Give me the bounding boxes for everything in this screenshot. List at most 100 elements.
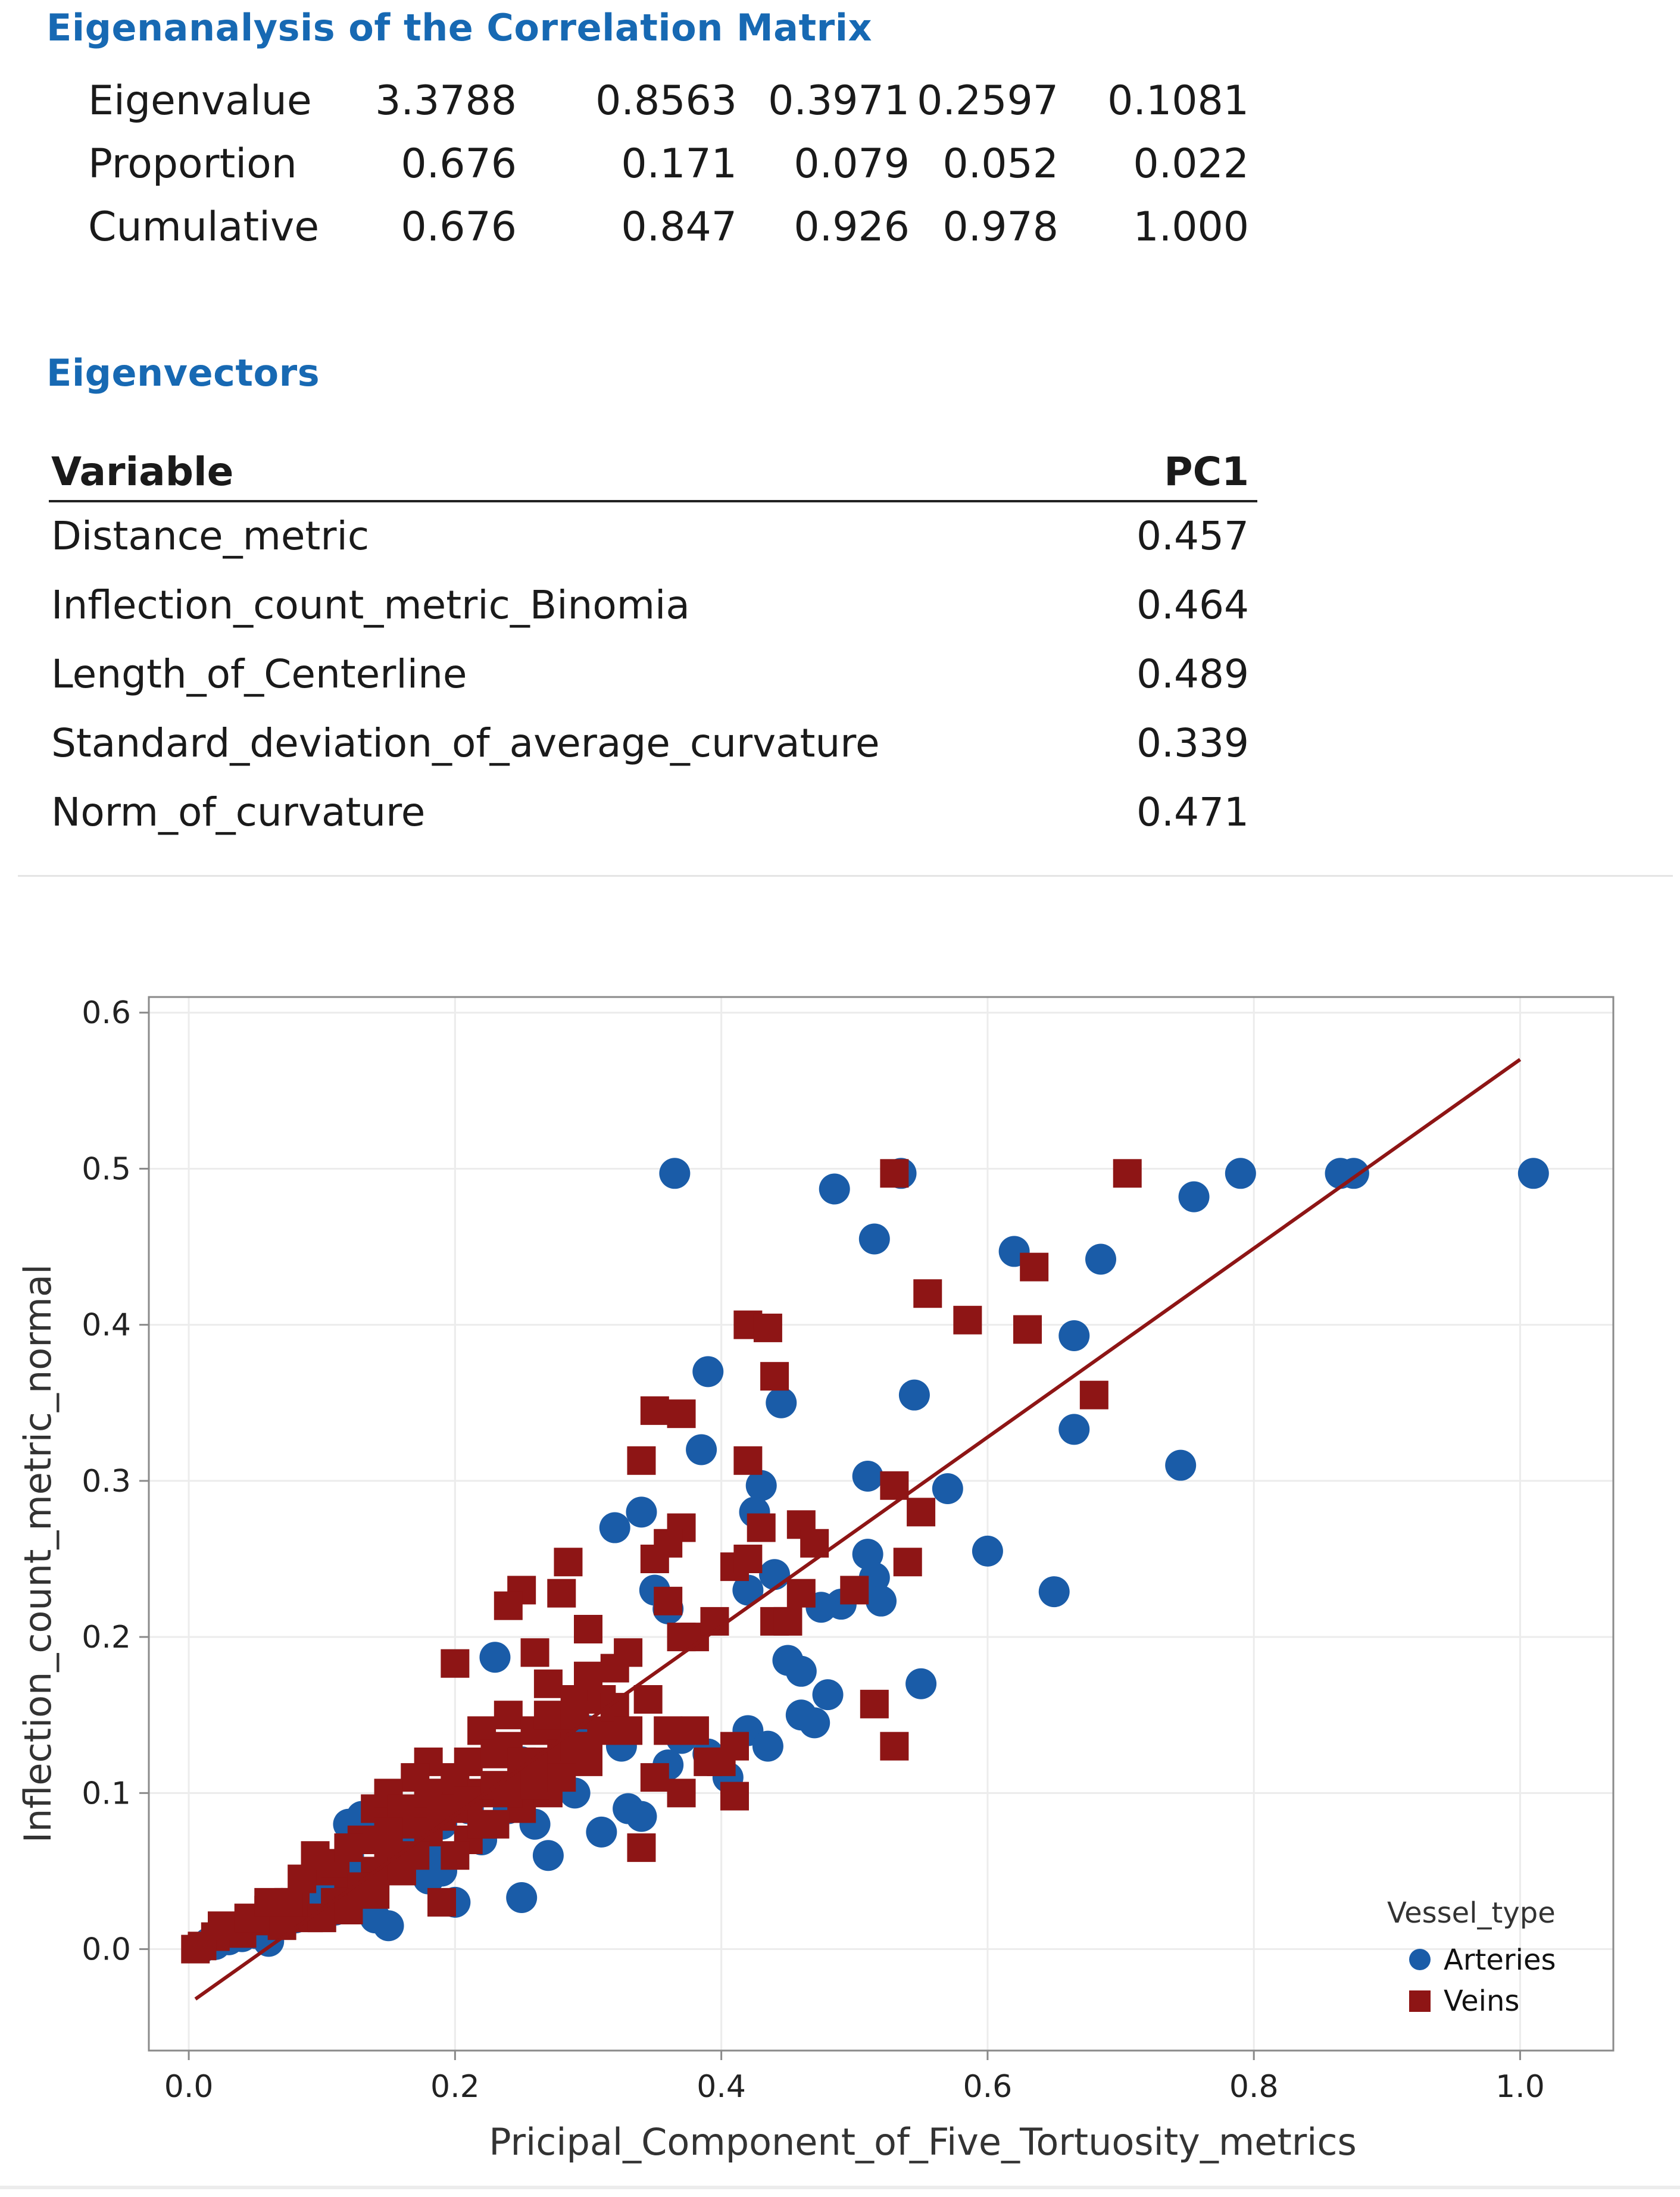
y-tick-label: 0.4	[82, 1308, 131, 1343]
eigen-cell: 0.926	[794, 204, 910, 251]
arteries-point	[413, 1863, 444, 1895]
veins-point	[520, 1771, 549, 1800]
eigen-cell: 0.1081	[1107, 77, 1249, 124]
y-tick-labels: 0.0 0.1 0.2 0.3 0.4 0.5 0.6	[82, 995, 131, 1967]
header-pc1: PC1	[1164, 449, 1249, 495]
variable-name: Standard_deviation_of_average_curvature	[51, 720, 880, 766]
fit-line	[194, 1058, 1522, 2001]
arteries-point	[752, 1730, 783, 1762]
veins-point	[547, 1763, 576, 1792]
veins-point	[760, 1362, 789, 1391]
arteries-point	[373, 1910, 404, 1942]
pc1-value: 0.471	[1136, 789, 1249, 835]
y-tick-label: 0.6	[82, 995, 131, 1031]
arteries-point	[866, 1585, 897, 1617]
eigen-cell: 0.676	[401, 204, 517, 251]
veins-point	[334, 1896, 363, 1924]
veins-point	[520, 1638, 549, 1667]
legend-title: Vessel_type	[1387, 1896, 1556, 1930]
veins-point	[953, 1305, 982, 1335]
veins-point	[554, 1548, 583, 1577]
eigen-cell: 0.3971	[768, 77, 910, 124]
veins-point	[640, 1763, 669, 1792]
legend-veins-marker	[1409, 1990, 1431, 2012]
arteries-point	[1225, 1158, 1256, 1189]
pc1-value: 0.457	[1136, 513, 1249, 559]
table-row: Inflection_count_metric_Binomia 0.464	[49, 571, 1257, 640]
eigen-cell: 0.079	[794, 140, 910, 187]
x-tick-label: 0.2	[430, 2069, 480, 2105]
veins-point	[334, 1833, 363, 1862]
arteries-point	[819, 1173, 850, 1205]
arteries-point	[852, 1539, 883, 1570]
eigen-cell: 0.022	[1133, 140, 1249, 187]
eigenvectors-title: Eigenvectors	[46, 351, 320, 395]
arteries-point	[972, 1535, 1003, 1567]
veins-point	[667, 1399, 696, 1429]
veins-point	[654, 1586, 683, 1615]
arteries-point	[532, 1840, 564, 1871]
veins-point	[733, 1545, 763, 1573]
legend-veins-label: Veins	[1444, 1985, 1519, 2018]
veins-point	[627, 1446, 656, 1475]
arteries-point	[858, 1223, 890, 1255]
legend-arteries-marker	[1409, 1949, 1431, 1970]
arteries-point	[812, 1679, 844, 1711]
eigenvectors-table: Variable PC1 Distance_metric 0.457 Infle…	[49, 440, 1257, 848]
veins-point	[840, 1576, 869, 1605]
bottom-divider	[0, 2186, 1680, 2189]
arteries-point	[799, 1707, 830, 1739]
veins-point	[880, 1732, 909, 1761]
veins-point	[893, 1548, 922, 1577]
y-tick-label: 0.5	[82, 1151, 131, 1187]
arteries-point	[766, 1387, 797, 1418]
veins-point	[913, 1279, 942, 1308]
arteries-point	[1165, 1449, 1197, 1481]
veins-point	[208, 1911, 236, 1940]
veins-point	[574, 1732, 602, 1761]
arteries-point	[745, 1470, 777, 1501]
arteries-point	[1058, 1320, 1090, 1352]
y-tick-label: 0.2	[82, 1620, 131, 1655]
legend-arteries-label: Arteries	[1444, 1943, 1556, 1977]
veins-point	[1079, 1380, 1108, 1410]
pc1-value: 0.464	[1136, 582, 1249, 628]
veins-point	[467, 1810, 496, 1839]
veins-point	[720, 1732, 749, 1761]
pc1-value: 0.339	[1136, 720, 1249, 766]
veins-point	[401, 1841, 430, 1870]
arteries-point	[599, 1512, 630, 1543]
veins-point	[907, 1498, 936, 1527]
veins-point	[574, 1615, 602, 1643]
data-points	[181, 1158, 1549, 1964]
arteries-point	[1038, 1576, 1070, 1608]
y-tick-label: 0.1	[82, 1776, 131, 1811]
eigen-row-label: Proportion	[88, 140, 297, 187]
x-tick-label: 0.4	[697, 2069, 746, 2105]
variable-name: Inflection_count_metric_Binomia	[51, 582, 690, 628]
veins-point	[720, 1782, 749, 1811]
veins-point	[533, 1701, 563, 1730]
y-tick-label: 0.0	[82, 1932, 131, 1968]
x-tick-label: 0.0	[164, 2069, 214, 2105]
veins-point	[1020, 1252, 1049, 1282]
veins-point	[494, 1591, 523, 1620]
veins-point	[860, 1689, 889, 1718]
arteries-point	[692, 1356, 724, 1387]
veins-point	[753, 1313, 782, 1342]
veins-point	[533, 1669, 563, 1698]
veins-point	[654, 1716, 683, 1745]
arteries-point	[659, 1158, 691, 1189]
eigen-row-label: Cumulative	[88, 204, 320, 251]
arteries-point	[852, 1461, 883, 1492]
x-axis-label: Pricipal_Component_of_Five_Tortuosity_me…	[489, 2120, 1357, 2164]
veins-point	[441, 1841, 470, 1870]
veins-point	[667, 1779, 696, 1808]
veins-point	[773, 1607, 802, 1636]
section-divider	[18, 875, 1673, 877]
eigen-cell: 0.8563	[595, 77, 737, 124]
arteries-point	[479, 1642, 511, 1673]
x-tick-label: 0.6	[963, 2069, 1013, 2105]
arteries-point	[898, 1379, 930, 1411]
variable-name: Norm_of_curvature	[51, 789, 426, 835]
